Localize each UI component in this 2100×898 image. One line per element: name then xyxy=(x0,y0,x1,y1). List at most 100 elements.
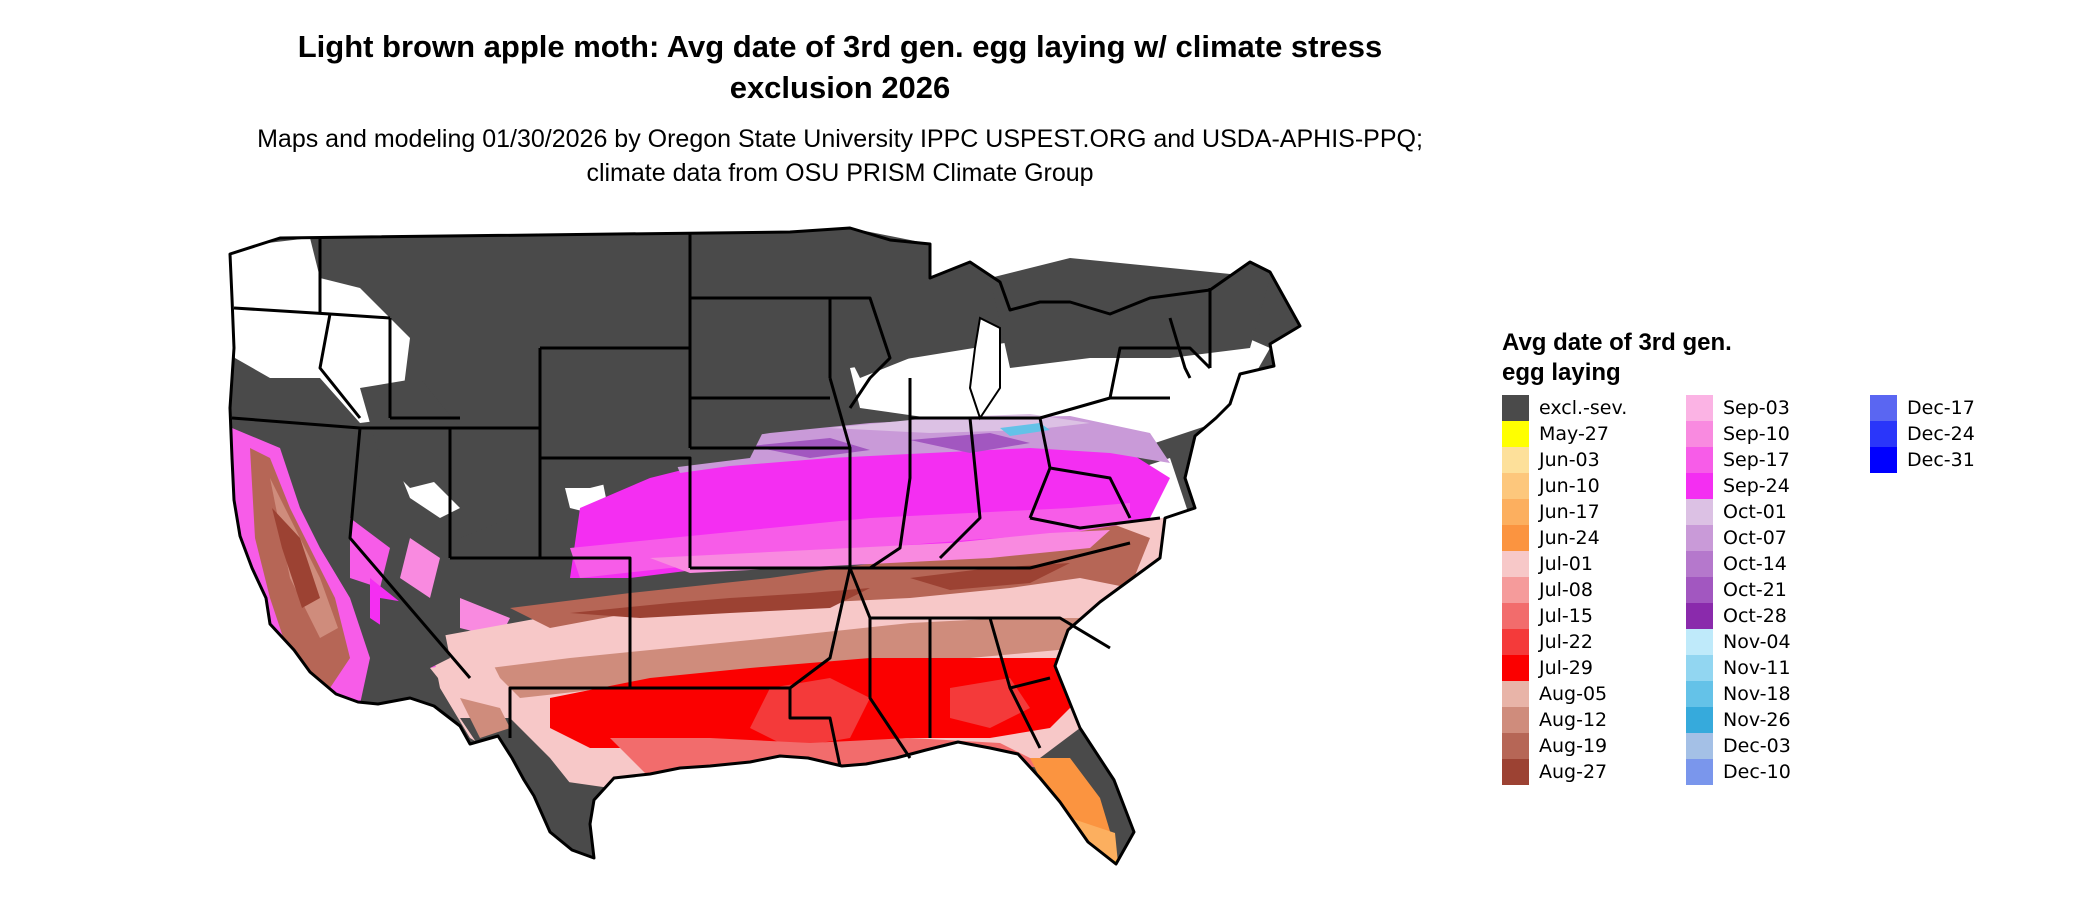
legend-label: Nov-04 xyxy=(1723,631,1791,653)
legend-label: excl.-sev. xyxy=(1539,397,1628,419)
legend-label: Jul-01 xyxy=(1539,553,1593,575)
legend-item: Jun-24 xyxy=(1502,525,1600,551)
legend-label: Dec-17 xyxy=(1907,397,1975,419)
state-boundaries xyxy=(228,226,1302,866)
map-subtitle: Maps and modeling 01/30/2026 by Oregon S… xyxy=(257,125,1423,187)
legend-label: Oct-28 xyxy=(1723,605,1787,627)
legend-item: excl.-sev. xyxy=(1502,395,1627,421)
legend-swatch xyxy=(1686,421,1713,447)
legend-swatch xyxy=(1870,421,1897,447)
legend-swatch xyxy=(1686,759,1713,785)
legend-swatch xyxy=(1502,707,1529,733)
legend-item: Jul-08 xyxy=(1502,577,1593,603)
legend-label: Nov-26 xyxy=(1723,709,1791,731)
legend-swatch xyxy=(1686,447,1713,473)
legend-label: Oct-14 xyxy=(1723,553,1787,575)
legend-item: Aug-27 xyxy=(1502,759,1607,785)
legend-item: Jul-29 xyxy=(1502,655,1593,681)
legend-item: Dec-24 xyxy=(1870,421,1975,447)
legend-item: Dec-10 xyxy=(1686,759,1791,785)
legend-item: May-27 xyxy=(1502,421,1609,447)
legend-item: Jul-22 xyxy=(1502,629,1593,655)
legend-label: Dec-03 xyxy=(1723,735,1791,757)
legend-swatch xyxy=(1686,707,1713,733)
legend-swatch xyxy=(1502,499,1529,525)
legend-title-text: Avg date of 3rd gen. egg laying xyxy=(1502,329,1732,386)
legend-label: Jun-17 xyxy=(1539,501,1600,523)
legend-label: Jul-15 xyxy=(1539,605,1593,627)
legend-swatch xyxy=(1502,551,1529,577)
legend-item: Jul-15 xyxy=(1502,603,1593,629)
legend-swatch xyxy=(1686,499,1713,525)
legend-swatch xyxy=(1686,655,1713,681)
legend-item: Jun-03 xyxy=(1502,447,1600,473)
legend-label: Oct-01 xyxy=(1723,501,1787,523)
legend-swatch xyxy=(1686,733,1713,759)
legend-label: Sep-17 xyxy=(1723,449,1790,471)
legend-title: Avg date of 3rd gen. egg laying xyxy=(1502,328,1732,388)
legend-label: Nov-11 xyxy=(1723,657,1791,679)
legend-item: Nov-26 xyxy=(1686,707,1791,733)
legend-item: Dec-03 xyxy=(1686,733,1791,759)
legend-item: Nov-04 xyxy=(1686,629,1791,655)
legend-item: Dec-17 xyxy=(1870,395,1975,421)
legend-swatch xyxy=(1870,447,1897,473)
legend-item: Aug-12 xyxy=(1502,707,1607,733)
legend-item: Jun-17 xyxy=(1502,499,1600,525)
legend-swatch xyxy=(1686,525,1713,551)
legend-label: Jul-08 xyxy=(1539,579,1593,601)
legend-item: Oct-01 xyxy=(1686,499,1787,525)
legend-label: Jul-22 xyxy=(1539,631,1593,653)
legend-label: Oct-07 xyxy=(1723,527,1787,549)
legend-label: Dec-10 xyxy=(1723,761,1791,783)
legend-item: Aug-19 xyxy=(1502,733,1607,759)
legend-swatch xyxy=(1502,655,1529,681)
legend-swatch xyxy=(1686,473,1713,499)
legend-swatch xyxy=(1502,447,1529,473)
legend-swatch xyxy=(1870,395,1897,421)
legend-label: Jun-10 xyxy=(1539,475,1600,497)
legend-label: Dec-31 xyxy=(1907,449,1975,471)
legend-item: Nov-18 xyxy=(1686,681,1791,707)
legend-label: Dec-24 xyxy=(1907,423,1975,445)
legend-swatch xyxy=(1686,551,1713,577)
legend-swatch xyxy=(1502,629,1529,655)
legend-item: Dec-31 xyxy=(1870,447,1975,473)
legend-item: Jul-01 xyxy=(1502,551,1593,577)
legend-item: Sep-17 xyxy=(1686,447,1790,473)
legend-item: Jun-10 xyxy=(1502,473,1600,499)
legend-item: Aug-05 xyxy=(1502,681,1607,707)
legend-item: Oct-14 xyxy=(1686,551,1787,577)
legend-swatch xyxy=(1686,681,1713,707)
legend-label: Sep-03 xyxy=(1723,397,1790,419)
legend-swatch xyxy=(1502,577,1529,603)
us-map xyxy=(228,226,1302,866)
legend-swatch xyxy=(1502,473,1529,499)
legend: excl.-sev. May-27 Jun-03 Jun-10 Jun-17 Jun-24… xyxy=(1502,395,1982,795)
legend-swatch xyxy=(1686,395,1713,421)
legend-swatch xyxy=(1502,395,1529,421)
legend-swatch xyxy=(1686,577,1713,603)
legend-label: May-27 xyxy=(1539,423,1609,445)
legend-swatch xyxy=(1686,629,1713,655)
legend-swatch xyxy=(1502,603,1529,629)
legend-swatch xyxy=(1502,421,1529,447)
legend-item: Sep-03 xyxy=(1686,395,1790,421)
legend-label: Aug-27 xyxy=(1539,761,1608,783)
legend-item: Oct-28 xyxy=(1686,603,1787,629)
legend-swatch xyxy=(1502,733,1529,759)
legend-swatch xyxy=(1502,525,1529,551)
legend-item: Sep-24 xyxy=(1686,473,1790,499)
legend-item: Nov-11 xyxy=(1686,655,1791,681)
legend-label: Aug-12 xyxy=(1539,709,1608,731)
legend-swatch xyxy=(1502,681,1529,707)
legend-item: Oct-07 xyxy=(1686,525,1787,551)
legend-label: Jun-24 xyxy=(1539,527,1600,549)
legend-label: Aug-05 xyxy=(1539,683,1608,705)
lake-michigan xyxy=(968,316,1001,421)
legend-swatch xyxy=(1686,603,1713,629)
legend-label: Nov-18 xyxy=(1723,683,1791,705)
phenology-zones xyxy=(230,238,1270,864)
legend-label: Sep-10 xyxy=(1723,423,1790,445)
map-title: Light brown apple moth: Avg date of 3rd … xyxy=(297,29,1383,105)
